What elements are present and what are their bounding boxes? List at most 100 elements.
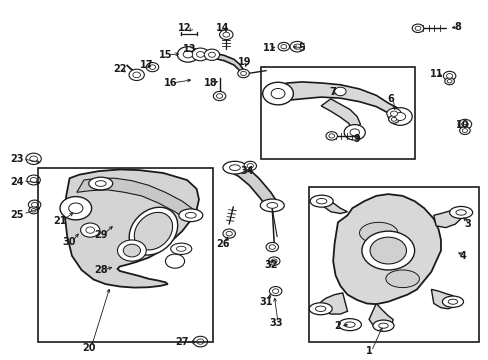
Circle shape [334,87,346,96]
Circle shape [268,245,275,249]
Circle shape [146,63,159,72]
Ellipse shape [266,203,277,208]
Bar [39,168,213,342]
Circle shape [26,153,41,165]
Circle shape [30,177,37,183]
Circle shape [369,237,406,264]
Text: 21: 21 [53,216,67,226]
Text: 31: 31 [259,297,272,307]
Ellipse shape [316,198,326,204]
Polygon shape [229,164,277,209]
Circle shape [280,45,286,49]
Ellipse shape [86,227,94,233]
Text: 25: 25 [10,210,23,220]
Circle shape [165,254,184,268]
Circle shape [447,80,451,83]
Circle shape [446,74,452,78]
Circle shape [29,207,39,214]
Bar [261,67,414,159]
Circle shape [117,240,146,261]
Circle shape [389,111,397,116]
Ellipse shape [448,207,471,219]
Circle shape [272,289,278,293]
Circle shape [444,78,453,85]
Ellipse shape [185,212,196,218]
Ellipse shape [89,177,112,190]
Ellipse shape [260,199,284,212]
Ellipse shape [196,51,204,57]
Ellipse shape [204,49,219,60]
Ellipse shape [95,181,106,186]
Text: 8: 8 [453,22,460,32]
Circle shape [461,122,468,127]
Polygon shape [321,99,360,131]
Circle shape [31,208,36,212]
Text: 11: 11 [263,43,276,53]
Circle shape [278,42,289,51]
Circle shape [268,257,280,265]
Ellipse shape [183,51,192,58]
Text: 13: 13 [182,45,196,54]
Circle shape [225,231,232,236]
Ellipse shape [455,210,466,215]
Circle shape [219,30,232,40]
Circle shape [237,69,249,78]
Text: 17: 17 [139,60,153,70]
Circle shape [459,127,469,135]
Circle shape [133,72,140,78]
Ellipse shape [176,246,185,251]
Ellipse shape [344,322,354,327]
Text: 11: 11 [428,69,442,79]
Text: 2: 2 [334,321,341,332]
Bar [308,187,478,342]
Ellipse shape [229,165,240,171]
Ellipse shape [191,48,208,61]
Circle shape [246,163,253,168]
Ellipse shape [68,203,83,213]
Polygon shape [77,178,194,221]
Text: 29: 29 [94,230,107,240]
Ellipse shape [315,306,325,311]
Polygon shape [278,82,399,119]
Ellipse shape [447,299,457,304]
Circle shape [27,175,41,185]
Text: 15: 15 [158,50,172,60]
Ellipse shape [129,207,177,255]
Circle shape [289,41,304,52]
Circle shape [30,156,38,162]
Circle shape [123,244,140,257]
Circle shape [271,259,277,263]
Text: 24: 24 [10,177,23,187]
Ellipse shape [179,209,203,222]
Circle shape [216,94,222,98]
Ellipse shape [60,197,91,220]
Circle shape [223,229,235,238]
Text: 32: 32 [264,260,277,270]
Text: 7: 7 [329,87,336,97]
Circle shape [31,202,38,207]
Text: 23: 23 [10,154,23,164]
Ellipse shape [262,82,293,105]
Ellipse shape [359,222,397,243]
Circle shape [293,44,300,49]
Ellipse shape [338,319,361,330]
Ellipse shape [223,161,246,174]
Circle shape [129,69,144,81]
Circle shape [269,287,281,296]
Circle shape [388,116,399,123]
Text: 16: 16 [163,78,177,88]
Text: 28: 28 [94,265,107,275]
Ellipse shape [344,125,365,140]
Ellipse shape [442,296,463,307]
Circle shape [240,71,246,76]
Ellipse shape [134,212,172,250]
Polygon shape [320,198,347,213]
Ellipse shape [372,320,393,331]
Text: 33: 33 [268,318,282,328]
Text: 34: 34 [240,166,253,176]
Polygon shape [368,303,392,328]
Polygon shape [184,51,243,77]
Circle shape [325,132,337,140]
Circle shape [213,91,225,101]
Text: 19: 19 [237,57,251,67]
